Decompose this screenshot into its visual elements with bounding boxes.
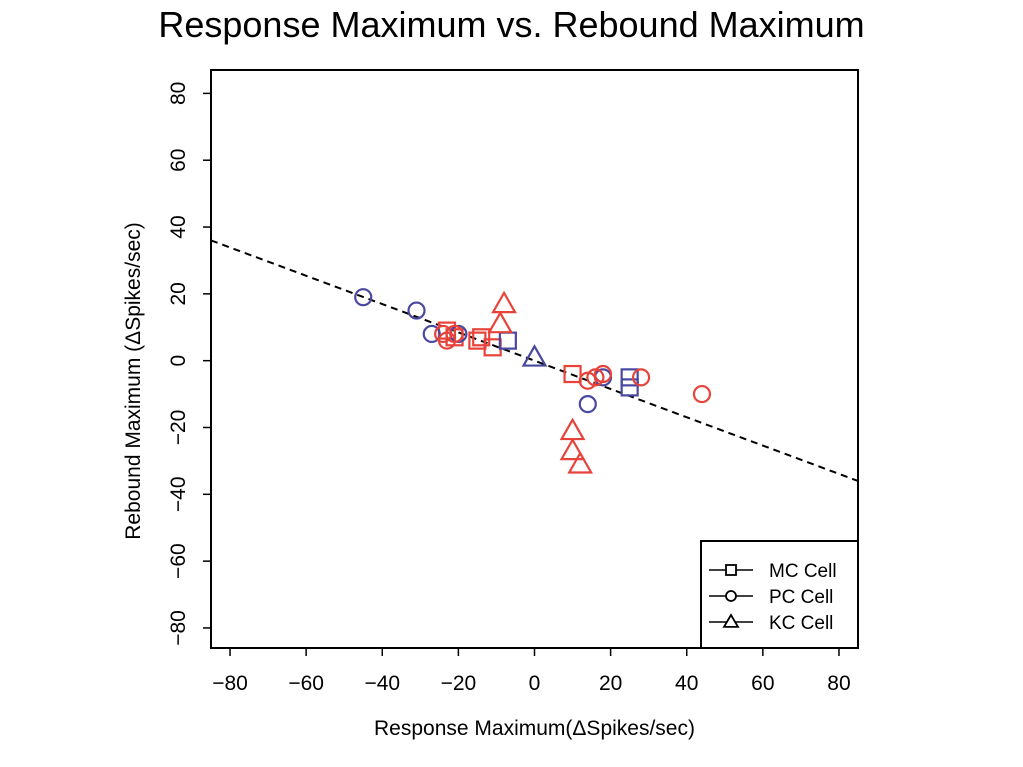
y-tick-label: 20 xyxy=(167,282,190,305)
kc-cell-point xyxy=(487,310,514,334)
kc-cell-point xyxy=(521,344,548,367)
y-tick-label: −40 xyxy=(167,476,190,512)
legend: MC Cell PC Cell KC Cell xyxy=(700,540,859,649)
mc-cell-point xyxy=(472,328,491,347)
x-tick-label: 20 xyxy=(599,672,622,695)
y-tick-label: 40 xyxy=(167,215,190,238)
chart-title: Response Maximum vs. Rebound Maximum xyxy=(158,4,865,45)
x-tick-label: −40 xyxy=(364,672,400,695)
kc-cell-point xyxy=(559,437,586,461)
x-tick-label: 60 xyxy=(751,672,774,695)
legend-label: KC Cell xyxy=(769,613,833,634)
x-tick-label: −60 xyxy=(288,672,324,695)
legend-square-icon xyxy=(725,564,737,576)
pc-cell-point xyxy=(631,368,651,387)
y-tick-label: −20 xyxy=(167,410,190,446)
x-tick-label: 40 xyxy=(675,672,698,695)
mc-cell-point xyxy=(563,364,582,384)
pc-cell-point xyxy=(578,395,597,414)
kc-cell-point xyxy=(491,290,517,314)
pc-cell-point xyxy=(422,324,441,344)
legend-circle-icon xyxy=(725,590,737,602)
y-tick-label: −80 xyxy=(167,610,190,646)
fit-line-layer xyxy=(210,239,859,482)
mc-cell-point xyxy=(620,378,639,397)
y-axis: −80 −60 −40 −20 0 20 40 60 80 xyxy=(167,82,211,646)
mc-cell-point xyxy=(620,368,639,387)
y-tick-label: 0 xyxy=(167,355,190,367)
data-points-layer xyxy=(354,288,712,474)
x-axis: −80 −60 −40 −20 0 20 40 60 80 xyxy=(212,648,851,695)
x-tick-label: −20 xyxy=(441,672,477,695)
legend-label: PC Cell xyxy=(769,587,833,608)
y-tick-label: −60 xyxy=(167,543,190,579)
x-tick-label: 80 xyxy=(827,672,850,695)
y-tick-label: 80 xyxy=(167,82,190,105)
pc-cell-point xyxy=(445,324,464,344)
fit-line xyxy=(210,239,859,482)
x-axis-label: Response Maximum(ΔSpikes/sec) xyxy=(374,717,695,740)
y-axis-label: Rebound Maximum (ΔSpikes/sec) xyxy=(122,222,145,539)
mc-cell-point xyxy=(498,331,517,350)
pc-cell-point xyxy=(692,384,712,404)
x-tick-label: 0 xyxy=(529,672,541,695)
kc-cell-point xyxy=(567,451,594,474)
pc-cell-point xyxy=(593,364,613,384)
pc-cell-point xyxy=(354,288,373,307)
y-tick-label: 60 xyxy=(167,149,190,172)
kc-cell-point xyxy=(559,417,586,441)
pc-cell-point xyxy=(407,301,426,320)
x-tick-label: −80 xyxy=(212,672,248,695)
legend-label: MC Cell xyxy=(769,561,837,582)
legend-triangle-icon xyxy=(722,613,740,628)
